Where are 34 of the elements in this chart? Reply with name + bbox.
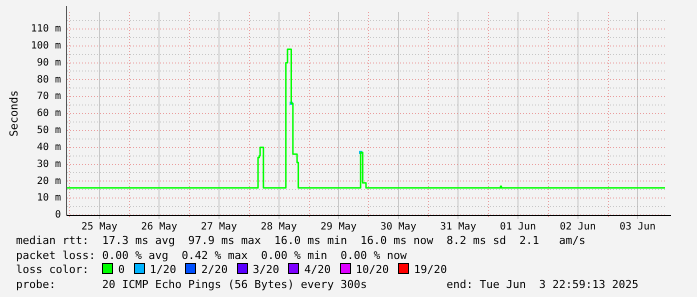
- y-tick-label: 10 m: [36, 192, 61, 204]
- x-tick-label: 02 Jun: [560, 222, 596, 233]
- y-tick-label: 100 m: [30, 40, 61, 52]
- x-tick-label: 27 May: [200, 222, 238, 233]
- x-tick-label: 03 Jun: [620, 222, 656, 233]
- legend-label: 2/20: [201, 263, 228, 276]
- legend-label: 10/20: [356, 263, 389, 276]
- legend-label: 0: [118, 263, 125, 276]
- y-tick-label: 80 m: [36, 74, 61, 86]
- text: probe: 20 ICMP Echo Pings (56 Bytes) every 300s end: Tue Jun 3 22:59:13 2025: [16, 278, 639, 292]
- x-tick-label: 28 May: [260, 222, 297, 233]
- y-axis-title: Seconds: [7, 90, 20, 137]
- y-tick-label: 110 m: [30, 24, 61, 35]
- x-tick-label: 26 May: [141, 222, 178, 233]
- x-tick-label: 01 Jun: [500, 222, 536, 233]
- x-tick-label: 31 May: [440, 222, 476, 233]
- text: median rtt: 17.3 ms avg 97.9 ms max 16.0 ms min 16.0 ms now 8.2 ms sd 2.1 am/s: [16, 234, 587, 248]
- legend-label: 4/20: [304, 263, 331, 276]
- y-tick-label: 0: [54, 210, 61, 221]
- y-tick-label: 90 m: [36, 57, 61, 68]
- text: packet loss: 0.00 % avg 0.42 % max 0.00 % min 0.00 % now: [16, 248, 408, 263]
- legend-label: 19/20: [414, 263, 447, 276]
- legend-label: 3/20: [252, 263, 280, 276]
- x-tick-label: 30 May: [380, 222, 416, 233]
- y-tick-label: 50 m: [36, 125, 61, 136]
- y-tick-label: 60 m: [36, 108, 61, 120]
- x-tick-label: 29 May: [320, 222, 357, 233]
- y-tick-label: 20 m: [36, 176, 61, 187]
- x-tick-label: 25 May: [81, 222, 118, 233]
- legend-label: 1/20: [150, 263, 176, 276]
- y-tick-label: 30 m: [36, 158, 61, 170]
- y-tick-label: 70 m: [36, 91, 61, 102]
- legend-title: loss color:: [16, 263, 90, 276]
- y-tick-label: 40 m: [36, 142, 61, 153]
